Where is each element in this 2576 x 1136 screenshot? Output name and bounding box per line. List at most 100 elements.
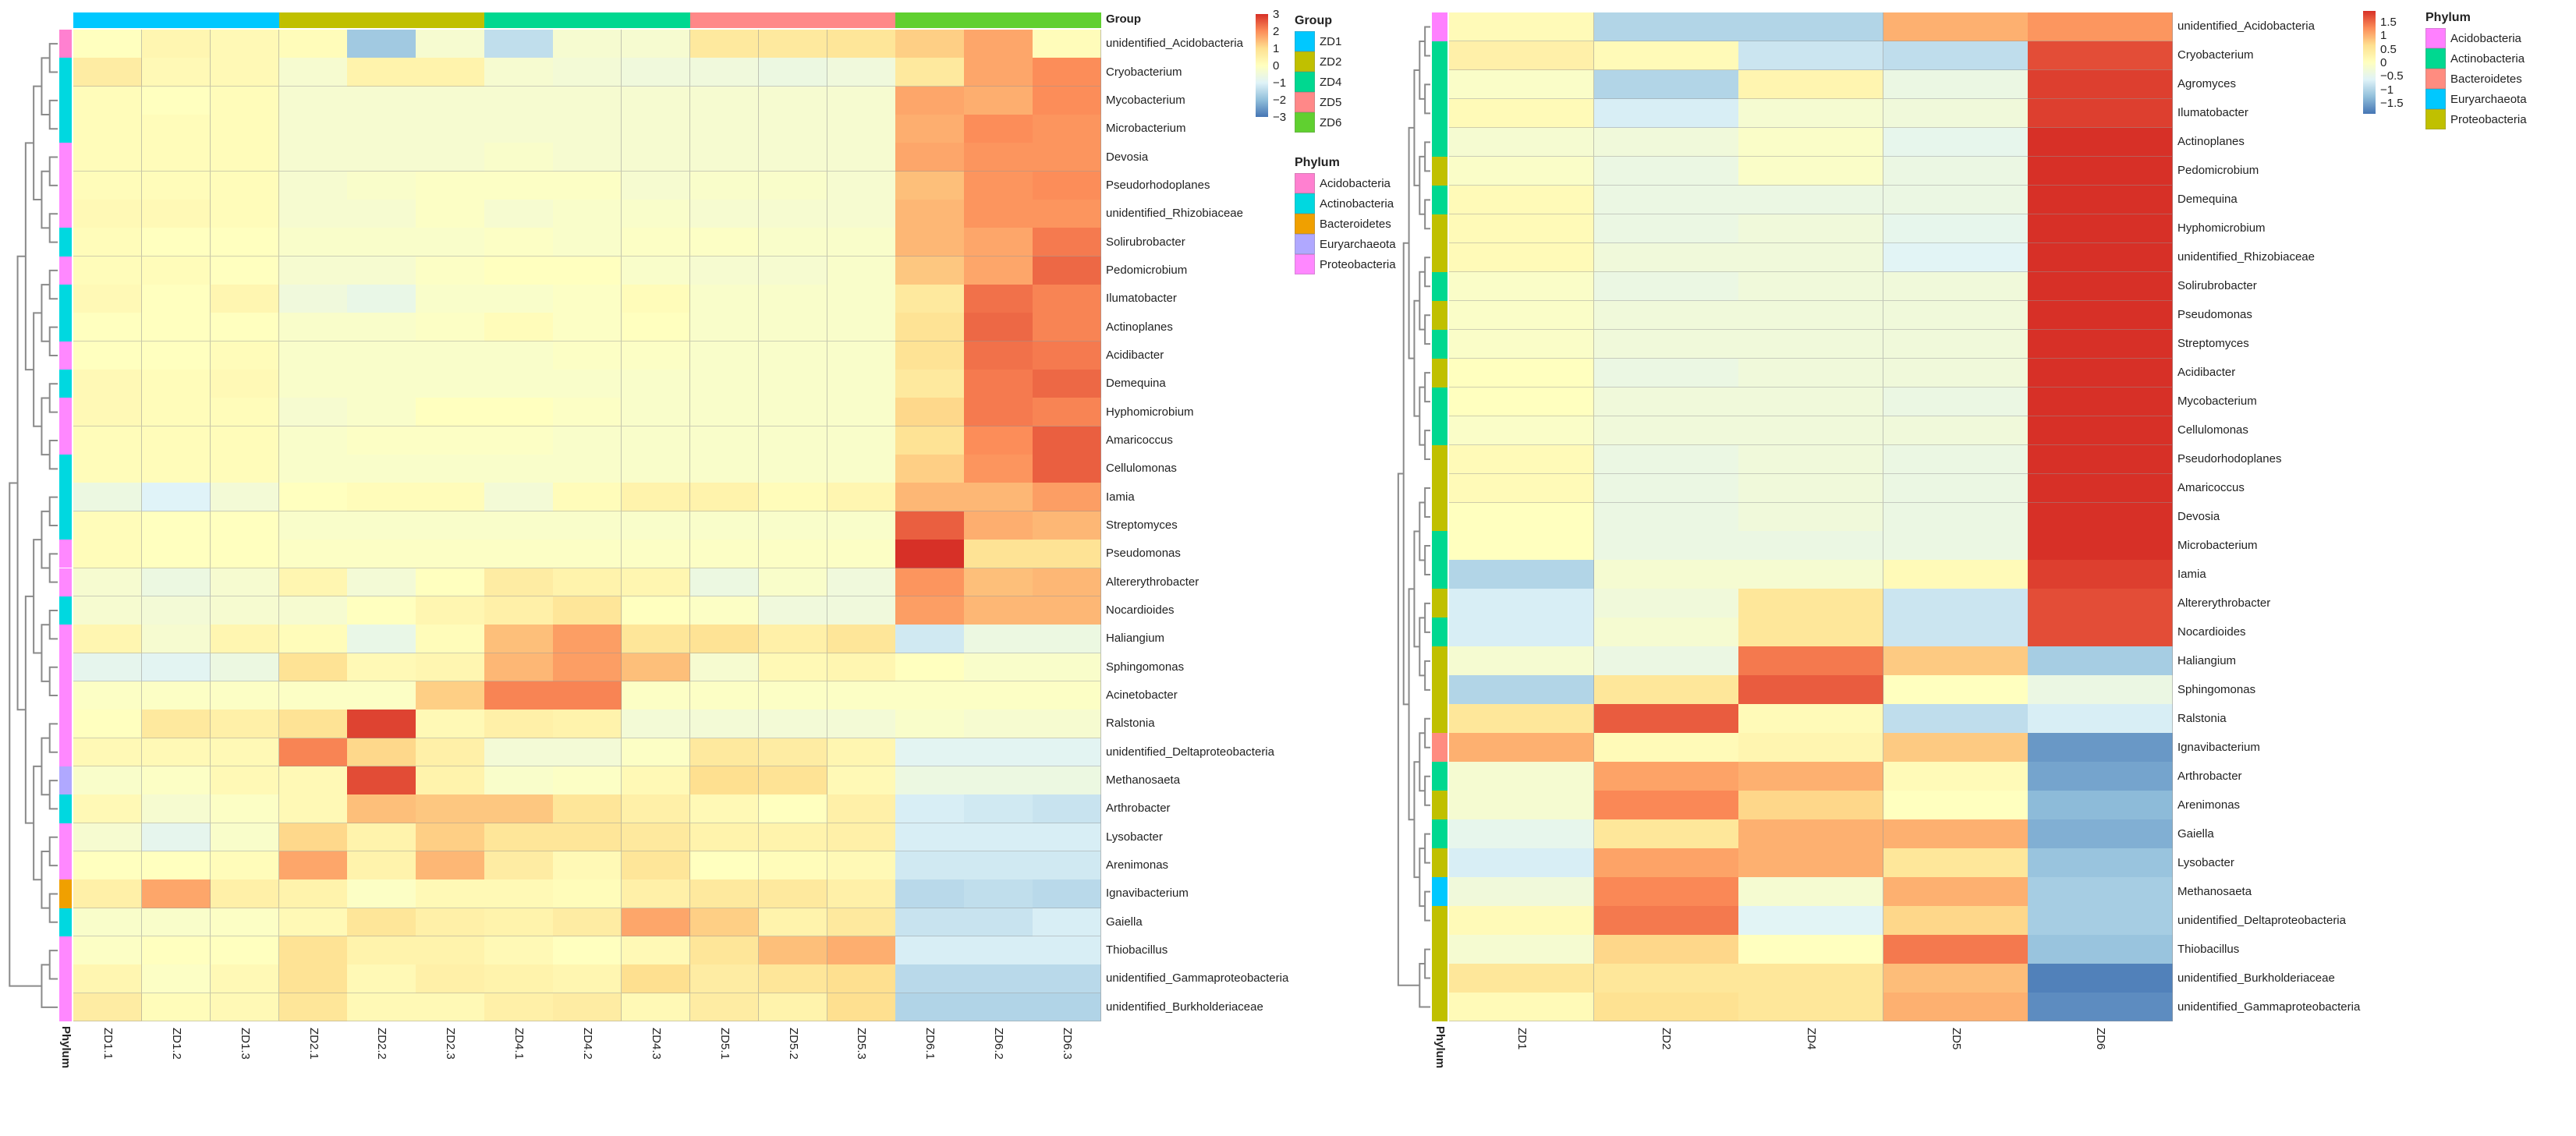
- legend-label: ZD4: [1320, 76, 1342, 89]
- heatmap-cell: [621, 596, 691, 625]
- heatmap-cell: [1449, 329, 1595, 359]
- row-label: Methanosaeta: [1106, 773, 1181, 787]
- heatmap-cell: [278, 86, 348, 115]
- heatmap-cell: [141, 879, 211, 909]
- phylum-annotation-cell: [59, 766, 72, 795]
- heatmap-cell: [278, 511, 348, 540]
- heatmap-cell: [73, 710, 143, 739]
- heatmap-cell: [1883, 127, 2029, 157]
- group-annotation-cell: [210, 12, 279, 28]
- column-label: ZD5.2: [786, 1028, 800, 1060]
- group-annotation-cell: [1033, 12, 1101, 28]
- dendrogram-branch: [1424, 83, 1430, 115]
- row-label: Solirubrobacter: [2177, 279, 2257, 293]
- phylum-annotation-cell: [59, 398, 72, 426]
- heatmap-cell: [2028, 473, 2174, 503]
- heatmap-cell: [347, 710, 416, 739]
- heatmap-cell: [758, 936, 828, 965]
- color-scale-tick: −1: [1273, 76, 1287, 90]
- heatmap-cell: [484, 681, 554, 710]
- heatmap-cell: [416, 879, 485, 909]
- phylum-annotation-cell: [1432, 531, 1447, 561]
- heatmap-cell: [416, 143, 485, 172]
- heatmap-cell: [1738, 444, 1884, 475]
- heatmap-cell: [1449, 387, 1595, 417]
- color-scale-tick: −1: [2380, 83, 2394, 97]
- row-label: Ignavibacterium: [1106, 887, 1189, 901]
- heatmap-cell: [827, 993, 896, 1022]
- group-annotation-label: Group: [1106, 12, 1141, 26]
- heatmap-cell: [141, 596, 211, 625]
- heatmap-cell: [1449, 791, 1595, 820]
- row-label: Arthrobacter: [1106, 802, 1171, 816]
- legend-label: ZD2: [1320, 55, 1342, 69]
- group-annotation-cell: [689, 12, 759, 28]
- heatmap-left: Group unidentified_Acidobacteria Cryobacte…: [9, 8, 1396, 1068]
- heatmap-cell: [964, 681, 1033, 710]
- dendrogram-branch: [48, 666, 58, 697]
- heatmap-cell: [689, 879, 760, 909]
- heatmap-cell: [1883, 531, 2029, 561]
- row-label: Sphingomonas: [2177, 682, 2256, 696]
- heatmap-cell: [484, 766, 554, 795]
- heatmap-cell: [964, 738, 1033, 767]
- heatmap-cell: [484, 426, 554, 455]
- column-label: ZD6.3: [1061, 1028, 1075, 1060]
- heatmap-cell: [1883, 877, 2029, 907]
- dendrogram-branch: [48, 213, 58, 243]
- heatmap-cell: [689, 86, 760, 115]
- heatmap-cell: [2028, 69, 2174, 100]
- heatmap-cell: [210, 823, 280, 852]
- group-annotation-cell: [621, 12, 690, 28]
- row-label: Altererythrobacter: [2177, 596, 2271, 610]
- heatmap-cell: [553, 86, 622, 115]
- heatmap-cell: [1033, 993, 1102, 1022]
- row-label: Methanosaeta: [2177, 884, 2252, 898]
- legend-label: ZD6: [1320, 116, 1342, 129]
- dendrogram-branch: [1402, 242, 1409, 706]
- heatmap-cell: [484, 653, 554, 682]
- heatmap-cell: [347, 426, 416, 455]
- heatmap-cell: [1033, 30, 1102, 58]
- dendrogram-branch: [48, 439, 58, 470]
- heatmap-cell: [1593, 675, 1739, 705]
- heatmap-cell: [553, 171, 622, 200]
- heatmap-cell: [964, 993, 1033, 1022]
- phylum-annotation-cell: [59, 936, 72, 965]
- heatmap-cell: [1883, 69, 2029, 100]
- row-label: Sphingomonas: [1106, 660, 1185, 674]
- phylum-annotation-cell: [59, 823, 72, 851]
- heatmap-cell: [141, 568, 211, 597]
- heatmap-cell: [689, 681, 760, 710]
- dendrogram-branch: [1413, 530, 1420, 648]
- heatmap-cell: [416, 823, 485, 852]
- heatmap-cell: [416, 511, 485, 540]
- heatmap-cell: [1738, 271, 1884, 302]
- heatmap-cell: [141, 766, 211, 795]
- heatmap-cell: [2028, 444, 2174, 475]
- heatmap-right: unidentified_Acidobacteria Cryobacterium A…: [1388, 0, 2576, 1136]
- heatmap-cell: [758, 171, 828, 200]
- heatmap-cell: [895, 766, 965, 795]
- row-label: Cryobacterium: [2177, 48, 2254, 62]
- heatmap-cell: [895, 993, 965, 1022]
- heatmap-cell: [689, 936, 760, 965]
- dendrogram-branch: [41, 170, 50, 229]
- heatmap-cell: [827, 86, 896, 115]
- phylum-annotation-cell: [1432, 964, 1447, 993]
- heatmap-cell: [1883, 156, 2029, 186]
- heatmap-cell: [553, 285, 622, 313]
- heatmap-cell: [1449, 156, 1595, 186]
- phylum-annotation-cell: [1432, 358, 1447, 388]
- heatmap-cell: [484, 200, 554, 228]
- heatmap-cell: [827, 30, 896, 58]
- heatmap-cell: [141, 851, 211, 880]
- heatmap-cell: [621, 200, 691, 228]
- heatmap-cell: [1738, 935, 1884, 964]
- heatmap-cell: [1883, 358, 2029, 388]
- phylum-annotation-cell: [59, 86, 72, 115]
- heatmap-cell: [1738, 502, 1884, 532]
- row-label: Gaiella: [2177, 826, 2214, 840]
- heatmap-cell: [347, 879, 416, 909]
- heatmap-cell: [1738, 41, 1884, 71]
